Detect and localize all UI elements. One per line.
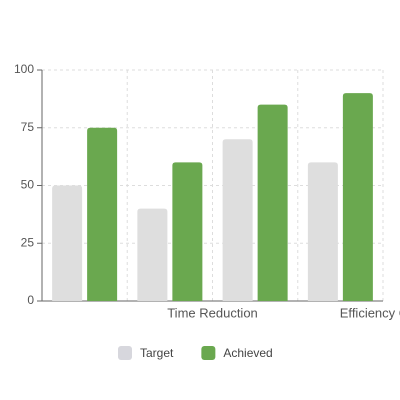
y-tick-label: 100 [14, 62, 34, 76]
bar [342, 93, 373, 301]
legend-swatch [118, 346, 132, 360]
x-tick-label: Efficiency Gain [340, 305, 400, 320]
legend-swatch [201, 346, 216, 360]
bar [87, 127, 118, 301]
x-tick-label: Time Reduction [167, 305, 258, 320]
bar [52, 185, 83, 301]
bar [172, 162, 203, 301]
y-tick-label: 0 [27, 293, 34, 307]
legend-label: Target [140, 346, 174, 360]
bar [222, 139, 253, 301]
bar [307, 162, 338, 301]
y-tick-label: 75 [21, 120, 35, 134]
y-tick-label: 25 [21, 235, 35, 249]
bar [137, 208, 168, 301]
y-tick-label: 50 [21, 178, 35, 192]
legend-label: Achieved [223, 346, 272, 360]
bar [257, 104, 288, 302]
